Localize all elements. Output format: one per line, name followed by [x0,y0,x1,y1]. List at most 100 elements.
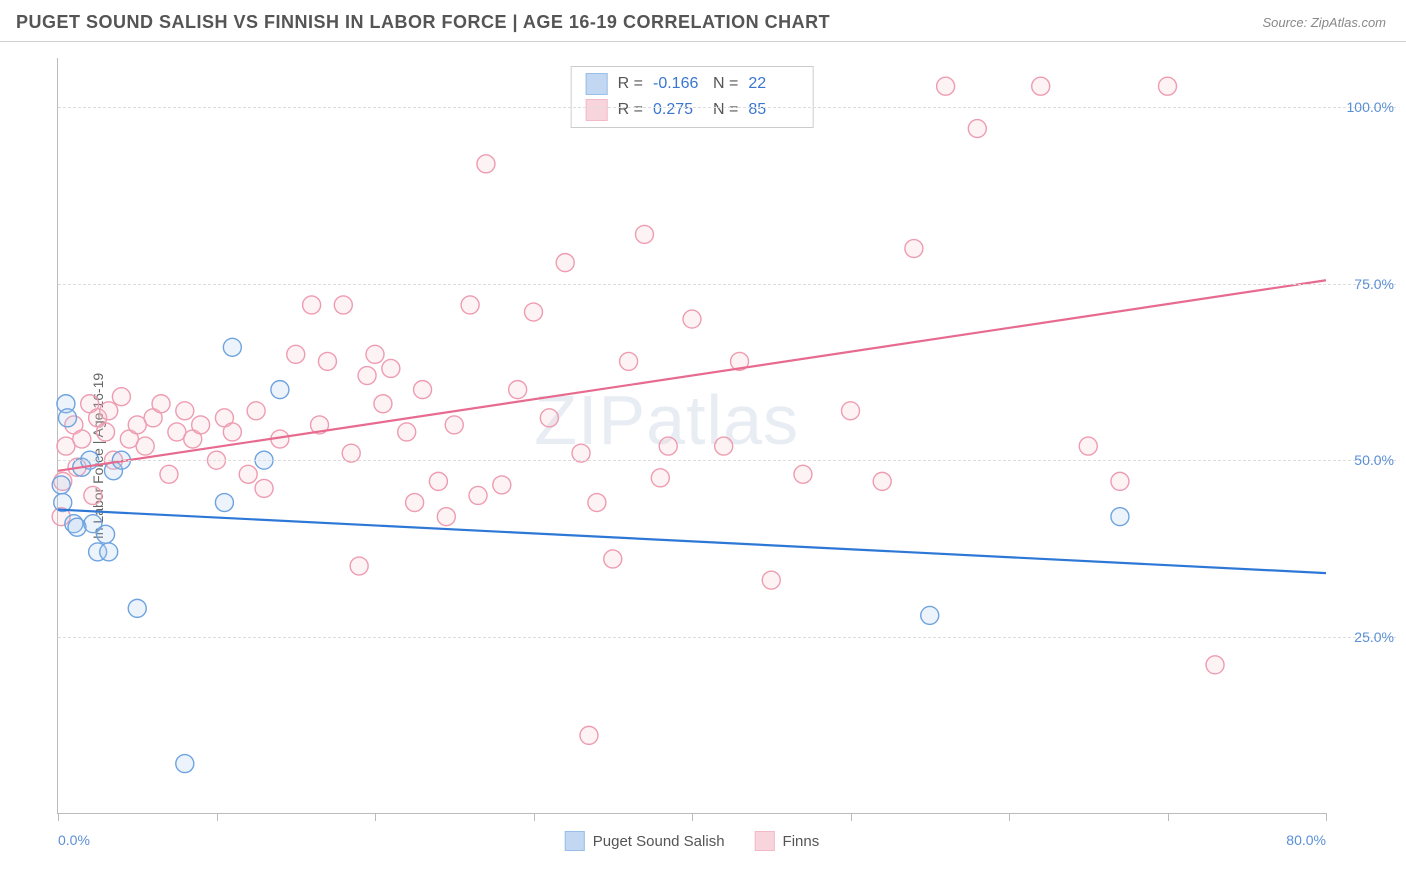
scatter-point [97,525,115,543]
scatter-point [128,599,146,617]
scatter-point [580,726,598,744]
legend-n-value: 85 [748,101,798,119]
scatter-point [762,571,780,589]
scatter-point [509,381,527,399]
scatter-point [842,402,860,420]
scatter-point [1111,472,1129,490]
scatter-point [358,367,376,385]
legend-r-value: 0.275 [653,101,703,119]
scatter-point [239,465,257,483]
x-tick [851,813,852,821]
scatter-point [1032,77,1050,95]
series-legend-label: Puget Sound Salish [593,833,725,850]
y-tick-label: 50.0% [1334,452,1394,468]
scatter-point [223,338,241,356]
scatter-point [100,543,118,561]
scatter-point [635,225,653,243]
scatter-point [192,416,210,434]
series-legend-item: Finns [755,831,820,851]
x-tick [692,813,693,821]
scatter-point [968,120,986,138]
scatter-point [477,155,495,173]
scatter-point [73,430,91,448]
series-legend-label: Finns [783,833,820,850]
scatter-point [525,303,543,321]
chart-container: In Labor Force | Age 16-19 ZIPatlas R =-… [45,48,1396,864]
scatter-point [469,486,487,504]
scatter-point [659,437,677,455]
x-tick [375,813,376,821]
y-tick-label: 25.0% [1334,629,1394,645]
scatter-point [683,310,701,328]
trend-line [58,510,1326,574]
scatter-point [604,550,622,568]
scatter-point [398,423,416,441]
scatter-point [905,240,923,258]
legend-swatch [586,73,608,95]
chart-title: PUGET SOUND SALISH VS FINNISH IN LABOR F… [16,12,830,33]
scatter-point [429,472,447,490]
legend-swatch [586,99,608,121]
scatter-point [493,476,511,494]
scatter-point [52,476,70,494]
source-attribution: Source: ZipAtlas.com [1262,15,1386,30]
scatter-point [247,402,265,420]
x-tick [58,813,59,821]
gridline [58,460,1396,461]
chart-header: PUGET SOUND SALISH VS FINNISH IN LABOR F… [0,0,1406,42]
scatter-point [588,494,606,512]
scatter-point [59,409,77,427]
series-legend-item: Puget Sound Salish [565,831,725,851]
scatter-point [414,381,432,399]
x-tick-label: 0.0% [58,832,90,848]
scatter-point [350,557,368,575]
scatter-point [406,494,424,512]
scatter-point [651,469,669,487]
scatter-point [437,508,455,526]
scatter-point [937,77,955,95]
x-tick-label: 80.0% [1286,832,1326,848]
trend-line [58,280,1326,471]
legend-swatch [565,831,585,851]
legend-n-label: N = [713,75,738,93]
scatter-point [303,296,321,314]
scatter-point [334,296,352,314]
legend-row: R =-0.166N =22 [586,71,799,97]
scatter-point [84,486,102,504]
scatter-point [223,423,241,441]
scatter-point [1079,437,1097,455]
scatter-point [1111,508,1129,526]
gridline [58,637,1396,638]
correlation-legend-box: R = -0.166 N = 22 R = 0.275 N = 85 [571,66,814,128]
scatter-point [160,465,178,483]
scatter-point [112,388,130,406]
scatter-point [556,254,574,272]
scatter-point [100,402,118,420]
x-tick [217,813,218,821]
legend-n-label: N = [713,101,738,119]
legend-r-label: R = [618,101,643,119]
gridline [58,284,1396,285]
scatter-point [620,352,638,370]
x-tick [1168,813,1169,821]
legend-swatch [755,831,775,851]
scatter-point [445,416,463,434]
scatter-point [215,494,233,512]
scatter-point [271,381,289,399]
scatter-point [287,345,305,363]
scatter-point [136,437,154,455]
legend-r-value: -0.166 [653,75,703,93]
plot-area: ZIPatlas R =-0.166N =22R =0.275N =85 Pug… [57,58,1326,814]
scatter-point [176,402,194,420]
series-legend: Puget Sound Salish Finns [565,831,819,851]
scatter-point [873,472,891,490]
scatter-point [461,296,479,314]
y-tick-label: 100.0% [1334,99,1394,115]
legend-row: R = 0.275 N = 85 [586,97,799,123]
x-tick [1326,813,1327,821]
scatter-point [255,479,273,497]
legend-n-value: 22 [748,75,798,93]
scatter-point [540,409,558,427]
gridline [58,107,1396,108]
scatter-point [176,755,194,773]
